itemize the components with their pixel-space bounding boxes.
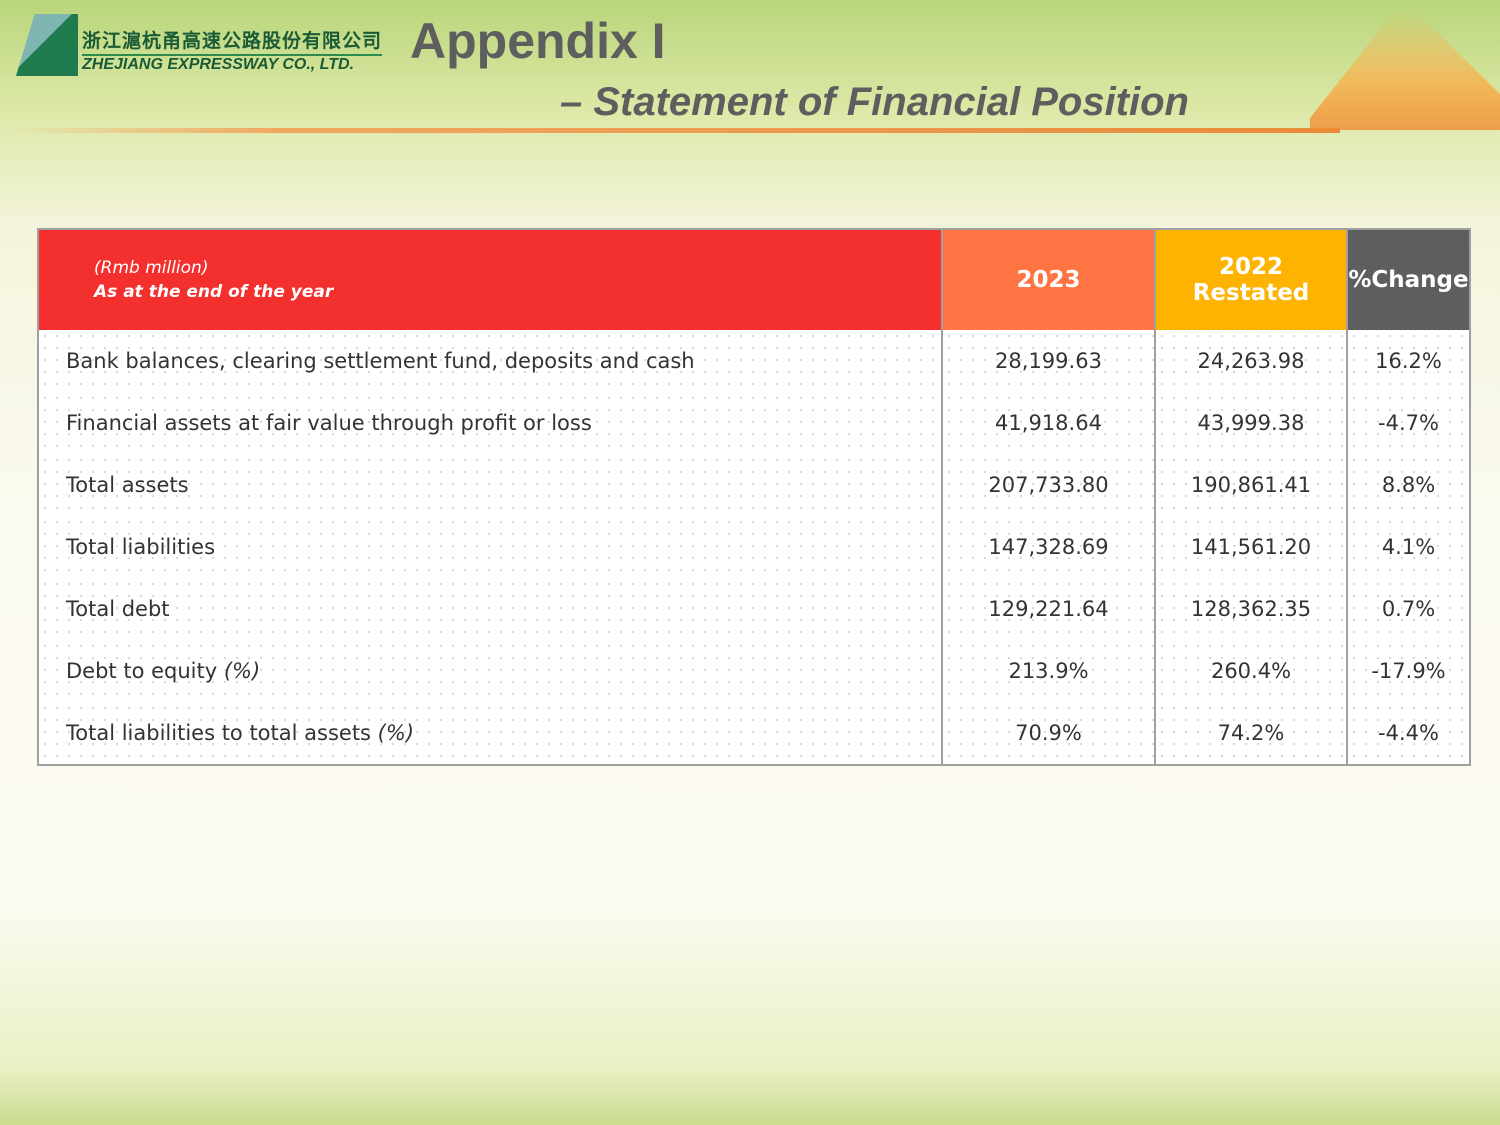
logo-chinese-name: 浙江滬杭甬高速公路股份有限公司 <box>82 26 383 56</box>
table-row: Financial assets at fair value through p… <box>38 392 1470 454</box>
row-label-text: Debt to equity <box>66 659 224 683</box>
value-2022: 260.4% <box>1154 640 1347 702</box>
bridge-illustration <box>1310 10 1500 130</box>
table-row: Total debt 129,221.64 128,362.35 0.7% <box>38 578 1470 640</box>
row-label: Total liabilities <box>38 516 942 578</box>
header-2022: 2022 <box>1218 254 1283 280</box>
row-label-text: Financial assets at fair value through p… <box>66 411 592 435</box>
value-2022: 43,999.38 <box>1154 392 1347 454</box>
value-2022: 24,263.98 <box>1154 330 1347 392</box>
value-2023: 207,733.80 <box>941 454 1155 516</box>
company-logo: 浙江滬杭甬高速公路股份有限公司 ZHEJIANG EXPRESSWAY CO.,… <box>16 14 383 78</box>
value-2023: 41,918.64 <box>941 392 1155 454</box>
row-label-unit: (%) <box>377 721 415 745</box>
value-2023: 213.9% <box>941 640 1155 702</box>
table-row: Debt to equity (%) 213.9% 260.4% -17.9% <box>38 640 1470 702</box>
value-change: 16.2% <box>1346 330 1470 392</box>
row-label: Total debt <box>38 578 942 640</box>
row-label: Total liabilities to total assets (%) <box>38 702 942 765</box>
table-header-row: (Rmb million) As at the end of the year … <box>38 229 1470 330</box>
header-divider <box>10 128 1340 133</box>
table-row: Total liabilities 147,328.69 141,561.20 … <box>38 516 1470 578</box>
value-2022: 74.2% <box>1154 702 1347 765</box>
caption-label: As at the end of the year <box>94 282 334 302</box>
value-change: 8.8% <box>1346 454 1470 516</box>
row-label: Financial assets at fair value through p… <box>38 392 942 454</box>
page-title: Appendix I <box>410 13 666 69</box>
row-label-text: Bank balances, clearing settlement fund,… <box>66 349 695 373</box>
value-2023: 70.9% <box>941 702 1155 765</box>
financial-position-table: (Rmb million) As at the end of the year … <box>37 228 1471 766</box>
unit-label: (Rmb million) <box>94 258 209 278</box>
value-change: 0.7% <box>1346 578 1470 640</box>
table-row: Total liabilities to total assets (%) 70… <box>38 702 1470 765</box>
value-change: -4.7% <box>1346 392 1470 454</box>
header-2023: 2023 <box>941 229 1155 330</box>
row-label-text: Total debt <box>66 597 170 621</box>
row-label-text: Total assets <box>66 473 189 497</box>
logo-english-name: ZHEJIANG EXPRESSWAY CO., LTD. <box>82 56 355 73</box>
row-label: Bank balances, clearing settlement fund,… <box>38 330 942 392</box>
table-row: Bank balances, clearing settlement fund,… <box>38 330 1470 392</box>
value-2022: 128,362.35 <box>1154 578 1347 640</box>
row-label: Debt to equity (%) <box>38 640 942 702</box>
page-subtitle: – Statement of Financial Position <box>560 80 1189 124</box>
header-change: %Change <box>1346 229 1470 330</box>
value-2023: 129,221.64 <box>941 578 1155 640</box>
logo-mark-icon <box>16 14 78 76</box>
value-2022: 141,561.20 <box>1154 516 1347 578</box>
value-change: 4.1% <box>1346 516 1470 578</box>
row-label-unit: (%) <box>223 659 261 683</box>
value-2023: 147,328.69 <box>941 516 1155 578</box>
row-label: Total assets <box>38 454 942 516</box>
value-2023: 28,199.63 <box>941 330 1155 392</box>
table-row: Total assets 207,733.80 190,861.41 8.8% <box>38 454 1470 516</box>
header-2022-restated: 2022 Restated <box>1154 229 1347 330</box>
value-2022: 190,861.41 <box>1154 454 1347 516</box>
header-restated: Restated <box>1192 280 1310 306</box>
row-label-text: Total liabilities to total assets <box>66 721 378 745</box>
value-change: -4.4% <box>1346 702 1470 765</box>
value-change: -17.9% <box>1346 640 1470 702</box>
header-label-cell: (Rmb million) As at the end of the year <box>38 229 942 330</box>
row-label-text: Total liabilities <box>66 535 216 559</box>
